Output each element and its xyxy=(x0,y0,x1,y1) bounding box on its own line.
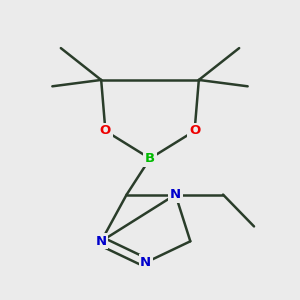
Text: N: N xyxy=(96,235,107,248)
Text: O: O xyxy=(100,124,111,137)
Text: O: O xyxy=(189,124,200,137)
Text: B: B xyxy=(145,152,155,165)
Text: N: N xyxy=(170,188,181,201)
Text: N: N xyxy=(140,256,151,269)
